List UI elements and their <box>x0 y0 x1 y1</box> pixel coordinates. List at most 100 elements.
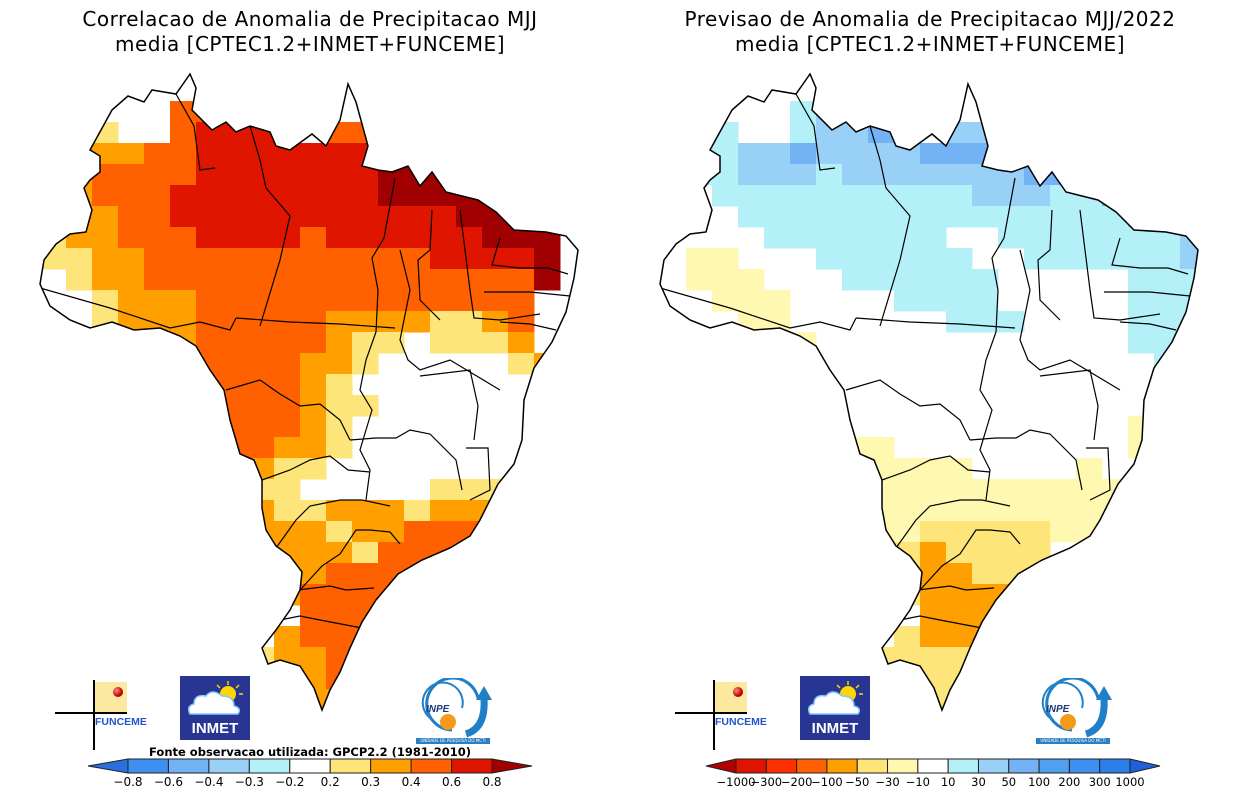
grid-cell <box>144 353 171 375</box>
colorbar-tick-label: 0.6 <box>442 775 461 789</box>
grid-cell <box>1128 290 1155 312</box>
grid-cell <box>222 227 249 249</box>
grid-cell <box>378 332 405 354</box>
grid-cell <box>326 332 353 354</box>
grid-cell <box>972 479 999 501</box>
grid-cell <box>378 227 405 249</box>
grid-cell <box>326 437 353 459</box>
state-border <box>979 331 997 501</box>
grid-cell <box>894 206 921 228</box>
grid-cell <box>816 248 843 270</box>
grid-cell <box>196 416 223 438</box>
colorbar-tick-label: 0.8 <box>482 775 501 789</box>
grid-cell <box>352 563 379 585</box>
state-border <box>261 455 371 481</box>
grid-cell <box>534 500 561 522</box>
grid-cell <box>118 185 145 207</box>
grid-cell <box>326 311 353 333</box>
grid-cell <box>1154 311 1181 333</box>
grid-cell <box>764 311 791 333</box>
grid-cell <box>1128 248 1155 270</box>
grid-cell <box>946 500 973 522</box>
grid-cell <box>248 395 275 417</box>
state-border <box>249 125 291 327</box>
cloud-sun-icon <box>187 681 243 715</box>
state-border <box>225 379 351 441</box>
grid-cell <box>1128 311 1155 333</box>
grid-cell <box>1102 500 1129 522</box>
grid-cell <box>196 248 223 270</box>
grid-cell <box>972 311 999 333</box>
grid-cell <box>118 143 145 165</box>
grid-cell <box>222 479 249 501</box>
grid-cell <box>1232 269 1240 291</box>
inpe-logo: INPE UNIDADE DE PESQUISA DO MCTI <box>1032 676 1114 748</box>
grid-cell <box>712 185 739 207</box>
grid-cell <box>868 269 895 291</box>
colorbar-tick-label: 0.3 <box>361 775 380 789</box>
grid-cell <box>170 185 197 207</box>
grid-cell <box>816 101 843 123</box>
grid-cell <box>1076 458 1103 480</box>
grid-cell <box>1180 332 1198 354</box>
grid-cell <box>972 185 999 207</box>
grid-cell <box>482 227 509 249</box>
funceme-logo: FUNCEME <box>675 680 767 750</box>
grid-cell <box>534 185 561 207</box>
grid-cell <box>1024 563 1051 585</box>
grid-cell <box>404 647 431 669</box>
grid-cell <box>1076 479 1103 501</box>
grid-cell <box>404 542 431 564</box>
grid-cell <box>92 311 119 333</box>
grid-cell <box>946 143 973 165</box>
grid-cell <box>1050 500 1077 522</box>
grid-cell <box>946 206 973 228</box>
grid-cell <box>790 332 817 354</box>
grid-cell <box>920 458 947 480</box>
grid-cell <box>1050 80 1077 102</box>
grid-cell <box>326 521 353 543</box>
grid-cell <box>170 395 197 417</box>
grid-cell <box>842 122 869 144</box>
colorbar-extend-low <box>705 758 737 774</box>
grid-cell <box>196 227 223 249</box>
state-border <box>419 369 479 441</box>
state-border <box>899 615 983 629</box>
grid-cell <box>66 227 93 249</box>
grid-cell <box>300 647 327 669</box>
grid-cell <box>1154 269 1181 291</box>
grid-cell <box>790 206 817 228</box>
grid-cell <box>1102 227 1129 249</box>
state-border <box>895 499 1011 549</box>
colorbar-segment <box>167 758 210 774</box>
grid-cell <box>508 248 535 270</box>
grid-cell <box>790 101 817 123</box>
forecast-panel: Previsao de Anomalia de Precipitacao MJJ… <box>620 0 1240 802</box>
inmet-logo: INMET <box>180 676 250 740</box>
grid-cell <box>1154 332 1181 354</box>
colorbar-tick-label: −0.4 <box>194 775 223 789</box>
grid-cell <box>456 164 483 186</box>
grid-cell <box>998 605 1025 627</box>
grid-cell <box>1232 290 1240 312</box>
grid-cell <box>894 185 921 207</box>
state-border <box>1079 209 1161 321</box>
grid-cell <box>1128 416 1155 438</box>
grid-cell <box>326 248 353 270</box>
grid-cell <box>972 500 999 522</box>
grid-cell <box>326 164 353 186</box>
grid-cell <box>300 353 327 375</box>
grid-cell <box>300 605 327 627</box>
grid-cell <box>920 500 947 522</box>
grid-cell <box>404 290 431 312</box>
cloud-sun-icon <box>807 681 863 715</box>
grid-cell <box>248 332 275 354</box>
grid-cell <box>946 521 973 543</box>
grid-cell <box>816 80 843 102</box>
grid-cell <box>352 332 379 354</box>
grid-cell <box>274 185 301 207</box>
grid-cell <box>196 290 223 312</box>
grid-cell <box>326 626 353 648</box>
grid-cell <box>196 269 223 291</box>
grid-cell <box>274 416 301 438</box>
